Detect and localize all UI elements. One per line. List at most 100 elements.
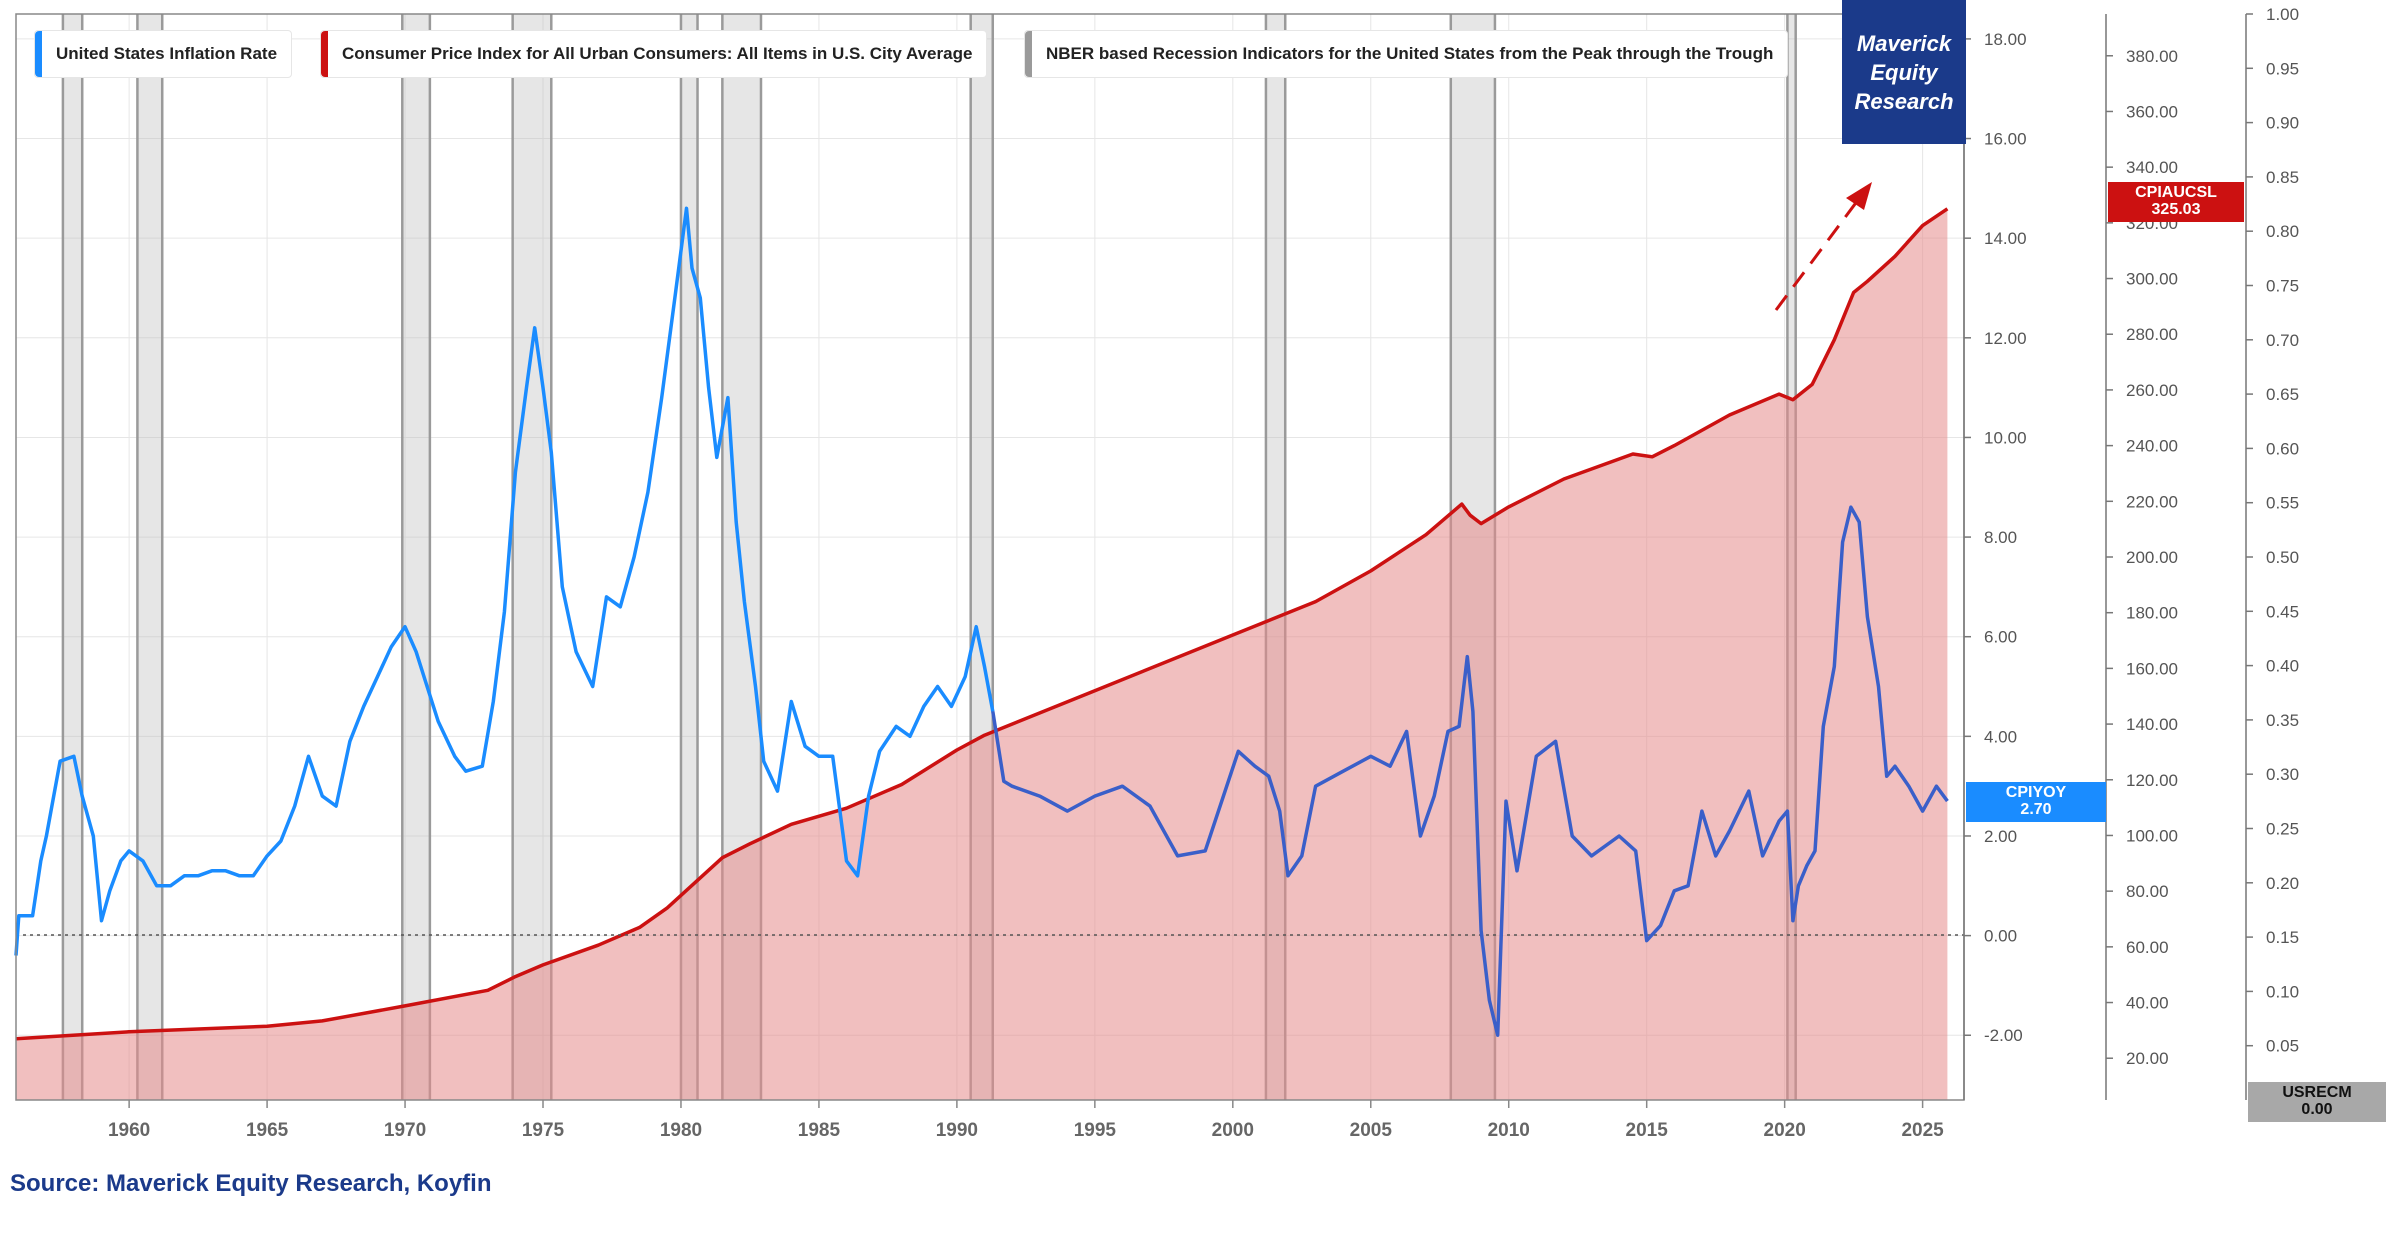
recession-tick-label: 0.50 — [2266, 548, 2299, 567]
cpi-tick-label: 160.00 — [2126, 659, 2178, 678]
x-tick-label: 2000 — [1212, 1120, 1254, 1141]
recession-band — [402, 14, 430, 1100]
cpi-tick-label: 100.00 — [2126, 826, 2178, 845]
cpi-tick-label: 360.00 — [2126, 102, 2178, 121]
cpi-line — [15, 207, 1949, 1041]
recession-tick-label: 0.60 — [2266, 439, 2299, 458]
legend-swatch-recession — [1025, 31, 1032, 77]
inflation-tick-label: 8.00 — [1984, 528, 2017, 547]
x-tick-label: 1960 — [108, 1120, 150, 1141]
recession-tick-label: 0.65 — [2266, 385, 2299, 404]
cpi-tick-label: 80.00 — [2126, 882, 2169, 901]
x-tick-label: 1985 — [798, 1120, 841, 1141]
brand-line-3: Research — [1854, 88, 1954, 114]
cpi-end-value: 325.03 — [2151, 201, 2201, 218]
inflation-end-label: CPIYOY 2.70 — [1966, 782, 2106, 822]
recession-tick-label: 0.40 — [2266, 657, 2299, 676]
cpi-area — [16, 208, 1948, 1101]
inflation-end-value: 2.70 — [2020, 801, 2052, 818]
recession-tick-label: 0.80 — [2266, 222, 2299, 241]
recession-tick-label: 0.15 — [2266, 928, 2299, 947]
cpi-tick-label: 20.00 — [2126, 1049, 2169, 1068]
inflation-tick-label: 0.00 — [1984, 927, 2017, 946]
cpi-series-layer — [15, 207, 1949, 1101]
recession-tick-label: 0.35 — [2266, 711, 2299, 730]
cpi-tick-label: 280.00 — [2126, 325, 2178, 344]
recession-axis: 0.05 0.10 0.15 0.20 0.25 0.30 0.35 0.40 0.45 0.50… — [2245, 5, 2299, 1100]
x-tick-label: 2025 — [1901, 1120, 1944, 1141]
inflation-tick-label: 18.00 — [1984, 30, 2027, 49]
inflation-tick-label: 16.00 — [1984, 130, 2027, 149]
cpi-tick-label: 340.00 — [2126, 158, 2178, 177]
x-tick-label: 1970 — [384, 1120, 426, 1141]
cpi-axis: 20.00 40.00 60.00 80.00 100.00 120.00 140.00 16… — [2105, 14, 2178, 1100]
legend-swatch-inflation — [35, 31, 42, 77]
legend-label-inflation: United States Inflation Rate — [56, 44, 278, 63]
legend-swatch-cpi — [321, 31, 328, 77]
inflation-tick-label: -2.00 — [1984, 1026, 2023, 1045]
legend-item-cpi[interactable]: Consumer Price Index for All Urban Consu… — [320, 30, 988, 78]
recession-tick-label: 0.30 — [2266, 765, 2299, 784]
inflation-tick-label: 10.00 — [1984, 428, 2027, 447]
recession-tick-label: 1.00 — [2266, 5, 2299, 24]
inflation-tick-label: 2.00 — [1984, 827, 2017, 846]
recession-tick-label: 0.25 — [2266, 820, 2299, 839]
inflation-axis: -2.00 0.00 2.00 4.00 6.00 8.00 10.00 12.00 14.00… — [1963, 14, 2027, 1100]
recession-band — [137, 14, 163, 1100]
inflation-line-early — [14, 206, 995, 956]
source-caption: Source: Maverick Equity Research, Koyfin — [10, 1170, 492, 1197]
recession-tick-label: 0.55 — [2266, 494, 2299, 513]
cpi-tick-label: 300.00 — [2126, 270, 2178, 289]
recession-tick-label: 0.70 — [2266, 331, 2299, 350]
cpi-end-name: CPIAUCSL — [2135, 184, 2217, 201]
legend-label-cpi: Consumer Price Index for All Urban Consu… — [342, 44, 973, 63]
x-axis: 1960 1965 1970 1975 1980 1985 1990 1995 2000 2005… — [108, 1100, 1944, 1141]
inflation-tick-label: 4.00 — [1984, 727, 2017, 746]
x-tick-label: 1965 — [246, 1120, 289, 1141]
recession-end-name: USRECM — [2282, 1084, 2352, 1101]
inflation-tick-label: 14.00 — [1984, 229, 2027, 248]
cpi-tick-label: 200.00 — [2126, 548, 2178, 567]
inflation-end-name: CPIYOY — [2005, 784, 2067, 801]
x-tick-label: 1990 — [936, 1120, 978, 1141]
cpi-trend-arrow — [1774, 182, 1872, 311]
brand-line-2: Equity — [1870, 59, 1938, 85]
inflation-line-late — [991, 505, 1949, 1037]
legend-label-recession: NBER based Recession Indicators for the … — [1046, 44, 1774, 63]
x-tick-label: 1975 — [522, 1120, 565, 1141]
recession-tick-label: 0.10 — [2266, 982, 2299, 1001]
x-tick-label: 2015 — [1626, 1120, 1669, 1141]
recession-tick-label: 0.85 — [2266, 168, 2299, 187]
cpi-tick-label: 120.00 — [2126, 771, 2178, 790]
inflation-series-layer — [14, 206, 1949, 1037]
recession-tick-label: 0.05 — [2266, 1037, 2299, 1056]
recession-tick-label: 0.20 — [2266, 874, 2299, 893]
cpi-tick-label: 380.00 — [2126, 47, 2178, 66]
inflation-tick-label: 6.00 — [1984, 628, 2017, 647]
recession-band — [680, 14, 698, 1100]
x-tick-label: 2010 — [1488, 1120, 1530, 1141]
x-tick-label: 2005 — [1350, 1120, 1393, 1141]
cpi-end-label: CPIAUCSL 325.03 — [2108, 182, 2244, 222]
legend-item-inflation[interactable]: United States Inflation Rate — [34, 30, 293, 78]
legend-item-recession[interactable]: NBER based Recession Indicators for the … — [1024, 30, 1789, 78]
recession-tick-label: 0.90 — [2266, 114, 2299, 133]
recession-tick-label: 0.75 — [2266, 277, 2299, 296]
brand-line-1: Maverick — [1856, 30, 1952, 56]
x-tick-label: 1995 — [1074, 1120, 1117, 1141]
x-tick-label: 2020 — [1764, 1120, 1806, 1141]
inflation-tick-label: 12.00 — [1984, 329, 2027, 348]
cpi-tick-label: 140.00 — [2126, 715, 2178, 734]
cpi-tick-label: 60.00 — [2126, 938, 2169, 957]
cpi-tick-label: 240.00 — [2126, 437, 2178, 456]
cpi-tick-label: 40.00 — [2126, 994, 2169, 1013]
cpi-tick-label: 220.00 — [2126, 492, 2178, 511]
recession-tick-label: 0.45 — [2266, 602, 2299, 621]
recession-end-label: USRECM 0.00 — [2248, 1082, 2386, 1122]
x-tick-label: 1980 — [660, 1120, 702, 1141]
recession-band — [512, 14, 552, 1100]
recession-tick-label: 0.95 — [2266, 59, 2299, 78]
cpi-tick-label: 260.00 — [2126, 381, 2178, 400]
brand-logo: Maverick Equity Research — [1842, 0, 1966, 144]
